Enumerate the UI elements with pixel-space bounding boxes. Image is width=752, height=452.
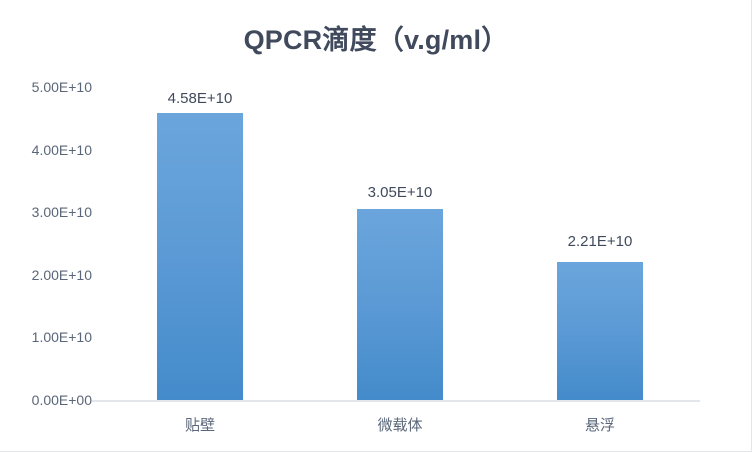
x-tick-label-xuanfu: 悬浮 — [584, 417, 615, 434]
bar-weizaiti[interactable] — [357, 209, 443, 400]
bar-tiebi[interactable] — [157, 113, 243, 400]
plot-area: 4.58E+10 3.05E+10 2.21E+10 — [100, 87, 700, 400]
y-tick-label: 0.00E+00 — [31, 392, 92, 408]
y-tick-label: 3.00E+10 — [31, 204, 92, 221]
bar-group: 4.58E+10 — [100, 87, 300, 400]
y-tick-label: 4.00E+10 — [31, 141, 92, 158]
y-tick-label: 2.00E+10 — [31, 266, 92, 283]
bar-value-label: 2.21E+10 — [567, 233, 633, 250]
x-tick-label-weizaiti: 微载体 — [377, 417, 423, 434]
bar-value-label: 4.58E+10 — [167, 90, 233, 107]
bar-value-label: 3.05E+10 — [367, 184, 433, 201]
y-tick-label: 5.00E+10 — [31, 79, 92, 95]
x-axis-baseline — [92, 400, 700, 402]
bar-group: 3.05E+10 — [300, 87, 500, 400]
x-axis: 贴壁 微载体 悬浮 — [100, 406, 700, 446]
bar-group: 2.21E+10 — [500, 87, 700, 400]
y-axis: 5.00E+10 4.00E+10 3.00E+10 2.00E+10 1.00… — [0, 0, 100, 451]
bar-xuanfu[interactable] — [557, 261, 643, 400]
y-tick-label: 1.00E+10 — [31, 329, 92, 346]
chart-title: QPCR滴度（v.g/ml） — [243, 25, 509, 55]
x-tick-label-tiebi: 贴壁 — [184, 417, 215, 434]
